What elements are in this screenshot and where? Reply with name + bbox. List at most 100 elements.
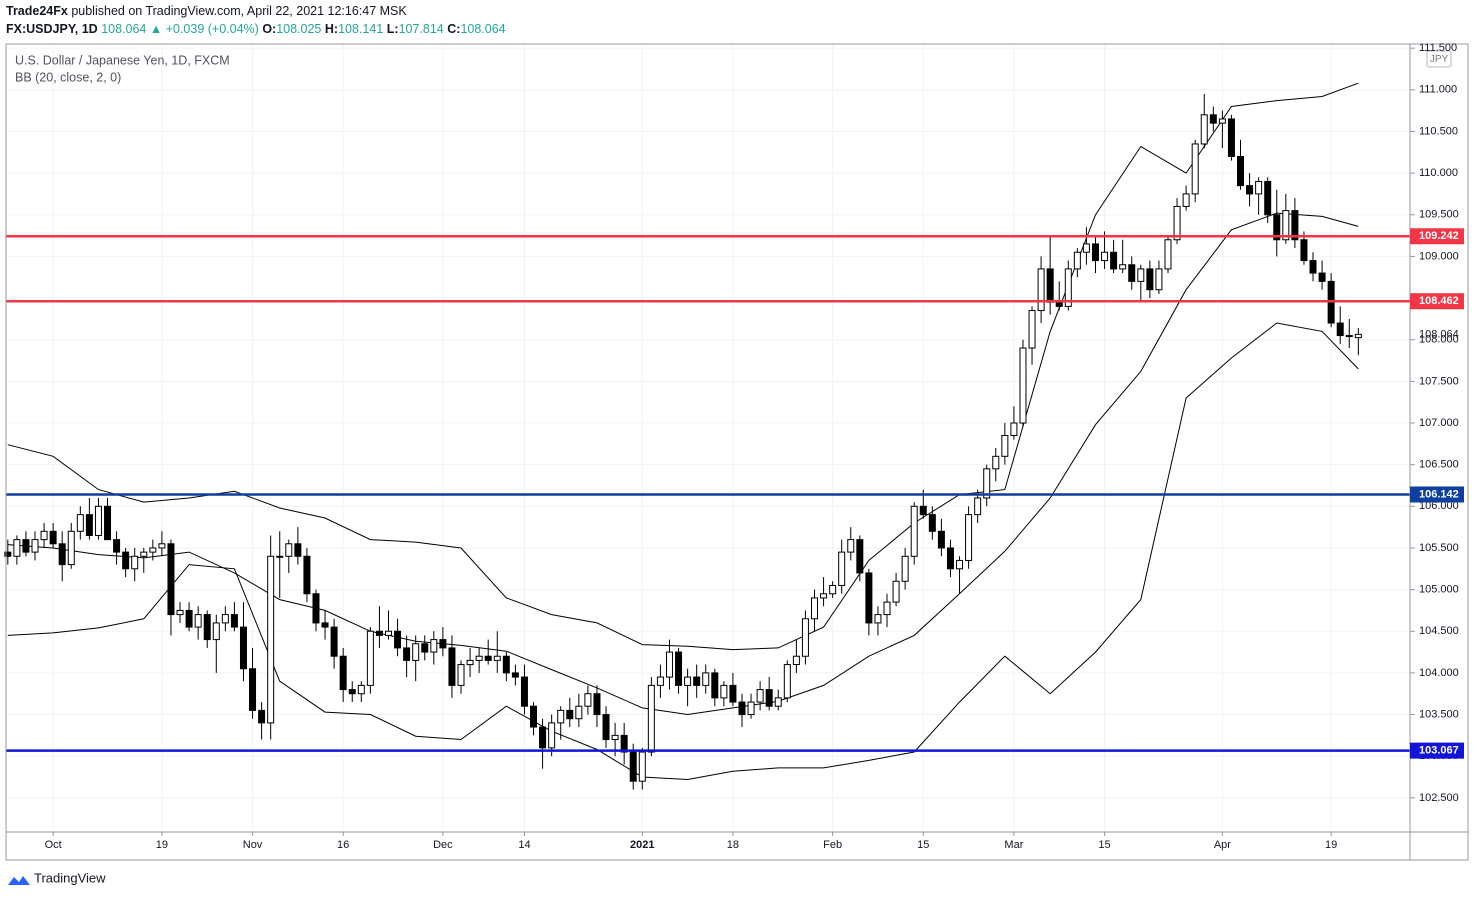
c-label: C: [447,22,460,36]
candle-body [76,514,84,532]
candle-body [548,722,556,749]
o-value: 108.025 [276,22,321,36]
candle-body [937,530,945,549]
candle-body [629,751,637,782]
candle-body [1028,310,1036,349]
y-tick-label: 111.000 [1419,84,1457,96]
candle-body [1173,205,1181,241]
candle-body [140,551,148,557]
currency: JPY [1430,54,1449,65]
candle-body [31,539,39,553]
candle-body [965,514,973,561]
candle-body [13,539,21,557]
symbol: FX:USDJPY, 1D [6,22,98,36]
candle-body [394,630,402,649]
candle-body [448,647,456,686]
candle-body [901,555,909,582]
level-label: 103.067 [1419,745,1459,757]
bollinger-middle [7,212,1359,716]
candle-body [1146,268,1154,291]
y-tick-label: 102.500 [1419,792,1459,804]
candle-body [1055,301,1063,307]
candle-body [1200,114,1208,145]
candle-body [167,543,175,616]
candle-body [684,676,692,686]
candle-body [185,609,193,628]
candle-body [22,539,30,553]
candle-body [829,584,837,595]
candle-body [294,543,302,557]
y-tick-label: 109.500 [1419,209,1459,221]
indicator-label: BB (20, close, 2, 0) [15,70,121,84]
candle-body [1227,118,1235,157]
candle-body [366,630,374,686]
candle-body [49,530,57,545]
x-tick-label: Dec [433,839,453,851]
candle-body [656,676,664,686]
x-tick-label: 19 [156,839,168,851]
candle-body [348,689,356,695]
candle-body [1082,243,1090,253]
candle-body [557,709,565,724]
candle-body [312,593,320,624]
last-price-label: 108.064 [1419,328,1459,340]
y-tick-label: 108.000 [1419,334,1459,346]
candle-body [1282,210,1290,241]
logo [8,876,30,885]
candle-body [729,684,737,703]
l-label: L: [387,22,399,36]
candle-body [765,689,773,707]
candle-body [321,622,329,628]
candle-body [811,597,819,620]
x-tick-label: 15 [917,839,929,851]
candle-body [466,659,474,666]
candle-body [856,539,864,574]
candle-body [484,655,492,661]
l-value: 107.814 [399,22,444,36]
level-label-box [1410,742,1464,759]
candle-body [946,547,954,570]
candle-body [1255,180,1263,195]
candle-body [4,551,12,557]
publish-line: Trade24Fx published on TradingView.com, … [6,4,407,18]
y-tick-label: 105.500 [1419,542,1459,554]
o-label: O: [262,22,276,36]
last-price: 108.064 [101,22,146,36]
x-tick-label: 14 [518,839,530,851]
candle-body [928,514,936,532]
candle-body [1037,268,1045,312]
candle-body [1300,239,1308,262]
candle-body [1046,268,1054,303]
candle-body [883,601,891,616]
candle-body [593,693,601,716]
currency-badge[interactable] [1426,50,1452,68]
y-tick-label: 111.500 [1419,42,1457,54]
x-tick-label: 18 [727,839,739,851]
c-value: 108.064 [460,22,505,36]
candle-body [176,609,184,616]
candle-body [1209,114,1217,124]
candle-body [457,664,465,686]
candle-body [602,714,610,741]
candle-body [58,543,66,566]
candle-body [1164,239,1172,270]
x-tick-label: Mar [1004,839,1023,851]
candle-body [702,672,710,686]
change: ▲ +0.039 (+0.04%) [150,22,259,36]
candle-body [1336,322,1344,337]
plot [4,44,1410,832]
candle-body [276,555,284,558]
candle-body [675,651,683,686]
candle-body [1318,272,1326,282]
candle-body [221,614,229,624]
candle-body [647,684,655,753]
candle-body [956,559,964,570]
level-label-box [1410,486,1464,503]
x-tick-label: 19 [1325,839,1337,851]
x-tick-label: Nov [243,839,263,851]
candle-body [611,734,619,741]
candle-body [384,630,392,636]
candle-body [493,655,501,661]
candle-body [756,689,764,703]
candle-body [430,639,438,653]
